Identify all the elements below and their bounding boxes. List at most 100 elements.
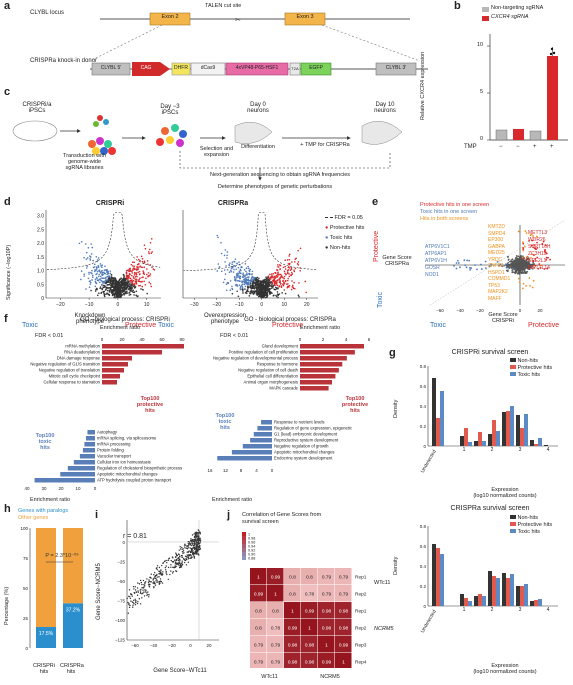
- volcano-point: [270, 285, 273, 287]
- e-point: [519, 260, 522, 262]
- f-bar: [102, 380, 117, 385]
- e-point: [507, 258, 510, 261]
- volcano-point: [89, 283, 92, 285]
- volcano-point: [100, 279, 102, 282]
- i-point: [197, 540, 200, 542]
- h-bar-pct: 37.2%: [66, 607, 81, 613]
- e-point: [510, 264, 513, 266]
- f-tick: 60: [159, 337, 165, 342]
- i-point: [195, 532, 198, 535]
- e-point: [521, 266, 524, 268]
- g-bar: [524, 414, 528, 446]
- e-x-tick: 0: [519, 308, 522, 313]
- e-point: [528, 259, 530, 261]
- i-point: [137, 591, 139, 593]
- volcano-point: [250, 292, 252, 295]
- volcano-point: [288, 273, 290, 275]
- j-legend-tick: 0.88: [248, 557, 255, 561]
- volcano-point: [269, 291, 272, 293]
- volcano-point: [143, 244, 146, 246]
- i-point: [196, 545, 199, 547]
- volcano-point: [247, 283, 249, 286]
- ytick-b-10: 10: [477, 42, 484, 48]
- volcano-point: [91, 274, 94, 277]
- volcano-point: [264, 278, 267, 281]
- volcano-point: [98, 273, 100, 276]
- i-point: [187, 547, 189, 550]
- h-bar-paralog: [36, 627, 56, 648]
- e-point-protective: [536, 241, 538, 244]
- e-point-protective: [538, 263, 541, 265]
- volcano-point: [88, 286, 91, 288]
- volcano-point: [253, 287, 256, 290]
- e-point-both: [526, 256, 529, 259]
- i-point: [181, 556, 183, 558]
- e-point-both: [525, 285, 527, 287]
- g-bar: [460, 436, 464, 446]
- volcano-point: [252, 284, 255, 287]
- volcano-point: [270, 273, 273, 275]
- j-cell-value: 0.8: [289, 592, 296, 598]
- i-point: [166, 573, 168, 576]
- i-point: [178, 566, 181, 569]
- determine-label: Determine phenotypes of genetic perturba…: [217, 184, 333, 190]
- volcano-point: [247, 279, 250, 282]
- j-cell: [301, 568, 318, 585]
- i-point: [146, 592, 148, 594]
- i-point: [181, 560, 183, 562]
- i-point: [176, 554, 179, 557]
- j-cell-value: 0.98: [322, 609, 332, 615]
- g-bar: [544, 445, 548, 446]
- f-bar: [257, 426, 272, 431]
- volcano-point: [108, 275, 111, 278]
- volcano-point: [282, 276, 284, 279]
- volcano-point: [235, 268, 238, 271]
- volcano-point: [274, 271, 276, 274]
- volcano-point: [280, 274, 283, 277]
- h-legend: Genes with paralogs Other genes: [18, 508, 69, 521]
- j-cell: [267, 619, 284, 636]
- volcano-point: [127, 277, 129, 279]
- volcano-point: [107, 280, 109, 282]
- j-cell-value: 1: [308, 626, 311, 632]
- volcano-point: [119, 283, 121, 286]
- volcano-point: [91, 269, 93, 272]
- i-x-tick: −40: [150, 643, 158, 648]
- volcano-point: [248, 286, 250, 289]
- j-cell-value: 0.98: [339, 609, 349, 615]
- f-term: Cellular response to starvation: [43, 380, 100, 385]
- e-point: [523, 261, 525, 264]
- i-point: [148, 579, 150, 581]
- g-x-tick: 2: [491, 607, 494, 613]
- volcano-point: [139, 273, 141, 275]
- f-bar: [300, 356, 347, 361]
- volcano-point: [273, 294, 275, 297]
- e-point: [519, 271, 522, 273]
- e-point: [520, 255, 522, 258]
- volcano-point: [105, 293, 107, 295]
- j-cell: [250, 585, 267, 602]
- j-cell: [335, 636, 352, 653]
- i-point: [159, 578, 162, 580]
- volcano-point: [124, 282, 127, 285]
- j-cell: [301, 585, 318, 602]
- y-tick: 0: [41, 296, 44, 302]
- volcano-point: [88, 280, 91, 283]
- volcano-point: [120, 285, 122, 288]
- i-point: [148, 580, 150, 582]
- volcano-point: [242, 274, 245, 277]
- volcano-point: [128, 292, 130, 294]
- e-point-toxic: [511, 267, 514, 270]
- volcano-point: [119, 281, 122, 284]
- i-point: [189, 542, 191, 545]
- e-point: [515, 262, 517, 264]
- volcano-point: [273, 283, 276, 285]
- i-x-tick: −60: [131, 643, 139, 648]
- volcano-point: [249, 268, 252, 271]
- volcano-point: [133, 283, 135, 285]
- i-point: [135, 601, 137, 604]
- i-point: [161, 574, 163, 576]
- h-bar-other: [36, 528, 56, 627]
- i-point: [150, 577, 152, 579]
- volcano-point: [238, 261, 240, 263]
